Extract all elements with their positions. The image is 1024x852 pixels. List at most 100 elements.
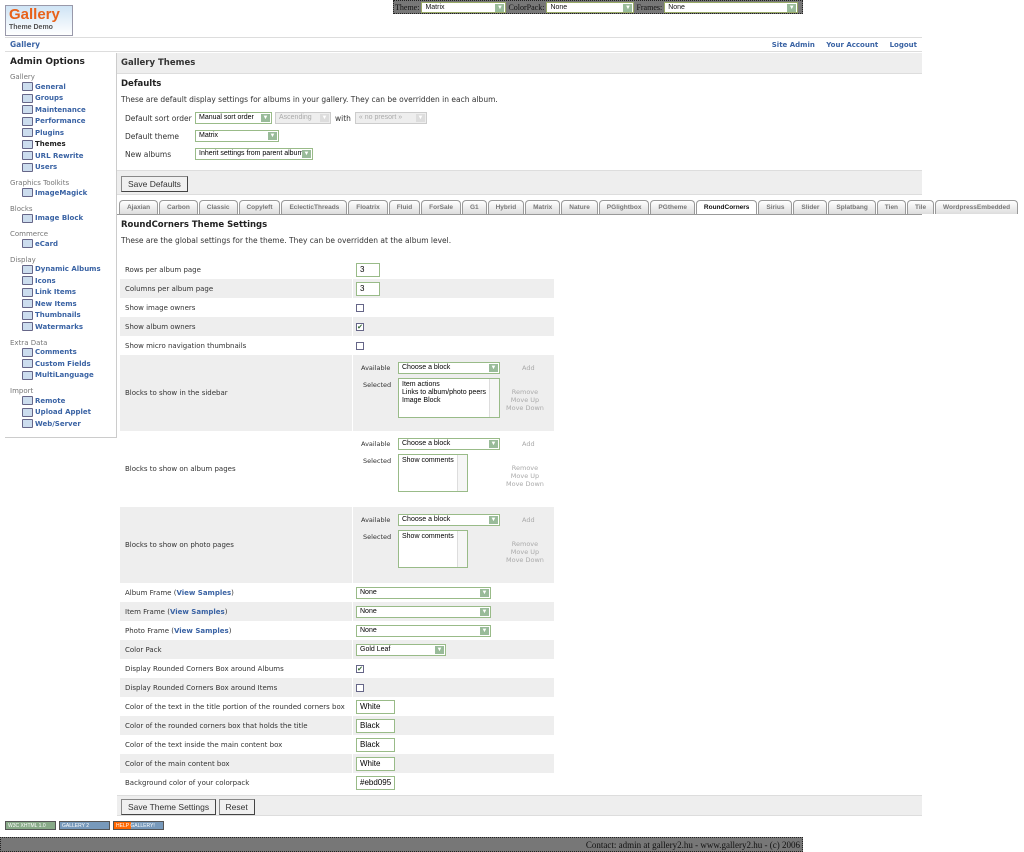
move-down-button[interactable]: Move Down bbox=[506, 404, 544, 412]
sidebar-item-remote[interactable]: Remote bbox=[10, 395, 111, 407]
default-theme-select[interactable]: Matrix ▼ bbox=[195, 130, 279, 142]
tab-hybrid[interactable]: Hybrid bbox=[487, 200, 525, 214]
scrollbar[interactable] bbox=[457, 455, 467, 491]
sidebar-item-plugins[interactable]: Plugins bbox=[10, 127, 111, 139]
sidebar-item-groups[interactable]: Groups bbox=[10, 93, 111, 105]
sidebar-item-icons[interactable]: Icons bbox=[10, 275, 111, 287]
setting-text-input[interactable]: White bbox=[356, 756, 395, 771]
move-up-button[interactable]: Move Up bbox=[510, 396, 540, 404]
tab-tien[interactable]: Tien bbox=[876, 200, 907, 214]
sidebar-item-users[interactable]: Users bbox=[10, 162, 111, 174]
frames-select[interactable]: None ▼ bbox=[664, 1, 799, 13]
sidebar-item-url-rewrite[interactable]: URL Rewrite bbox=[10, 150, 111, 162]
setting-select[interactable]: None ▼ bbox=[356, 624, 491, 637]
sidebar-item-image-block[interactable]: Image Block bbox=[10, 213, 111, 225]
new-albums-select[interactable]: Inherit settings from parent album ▼ bbox=[195, 148, 313, 160]
setting-select[interactable]: Gold Leaf ▼ bbox=[356, 643, 446, 656]
move-down-button[interactable]: Move Down bbox=[506, 556, 544, 564]
theme-select[interactable]: Matrix ▼ bbox=[421, 1, 507, 13]
tab-roundcorners[interactable]: RoundCorners bbox=[695, 200, 758, 214]
your-account-link[interactable]: Your Account bbox=[826, 41, 879, 49]
logout-link[interactable]: Logout bbox=[889, 41, 917, 49]
add-button[interactable]: Add bbox=[522, 364, 535, 372]
list-item[interactable]: Links to album/photo peers bbox=[402, 389, 487, 396]
selected-blocks-list[interactable]: Show comments bbox=[398, 454, 468, 492]
setting-text-input[interactable]: #ebd095 bbox=[356, 775, 395, 790]
tab-forsale[interactable]: ForSale bbox=[421, 200, 461, 214]
setting-text-input[interactable]: 3 bbox=[356, 281, 380, 296]
xhtml-badge[interactable]: W3C XHTML 1.0 bbox=[5, 821, 56, 830]
available-block-select[interactable]: Choose a block ▼ bbox=[398, 514, 500, 526]
view-samples-link[interactable]: View Samples bbox=[169, 607, 225, 616]
setting-text-input[interactable]: White bbox=[356, 699, 395, 714]
add-button[interactable]: Add bbox=[522, 516, 535, 524]
sort-order-select[interactable]: Manual sort order ▼ bbox=[195, 112, 272, 124]
sidebar-item-multilanguage[interactable]: MultiLanguage bbox=[10, 370, 111, 382]
setting-checkbox[interactable]: ✔ bbox=[356, 322, 364, 331]
selected-blocks-list[interactable]: Show comments bbox=[398, 530, 468, 568]
sidebar-item-imagemagick[interactable]: ImageMagick bbox=[10, 187, 111, 199]
scrollbar[interactable] bbox=[457, 531, 467, 567]
tab-matrix[interactable]: Matrix bbox=[525, 200, 561, 214]
setting-text-input[interactable]: Black bbox=[356, 718, 395, 733]
tab-copyleft[interactable]: Copyleft bbox=[238, 200, 281, 214]
tab-pglightbox[interactable]: PGlightbox bbox=[598, 200, 650, 214]
list-item[interactable]: Show comments bbox=[402, 533, 454, 540]
help-gallery-badge[interactable]: HELP GALLERY! bbox=[113, 821, 164, 830]
add-button[interactable]: Add bbox=[522, 440, 535, 448]
sidebar-item-themes[interactable]: Themes bbox=[10, 139, 111, 151]
tab-eclecticthreads[interactable]: EclecticThreads bbox=[281, 200, 348, 214]
view-samples-link[interactable]: View Samples bbox=[176, 588, 232, 597]
setting-checkbox[interactable] bbox=[356, 341, 364, 350]
available-block-select[interactable]: Choose a block ▼ bbox=[398, 362, 500, 374]
tab-wordpressembedded[interactable]: WordpressEmbedded bbox=[935, 200, 1019, 214]
presort-select[interactable]: « no presort » ▼ bbox=[354, 112, 427, 124]
tab-carbon[interactable]: Carbon bbox=[159, 200, 198, 214]
list-item[interactable]: Show comments bbox=[402, 457, 454, 464]
list-item[interactable]: Item actions bbox=[402, 381, 440, 388]
gallery-logo[interactable]: Gallery Theme Demo bbox=[5, 5, 73, 36]
sidebar-item-general[interactable]: General bbox=[10, 81, 111, 93]
setting-text-input[interactable]: 3 bbox=[356, 262, 380, 277]
sidebar-item-watermarks[interactable]: Watermarks bbox=[10, 321, 111, 333]
sidebar-item-custom-fields[interactable]: Custom Fields bbox=[10, 358, 111, 370]
setting-text-input[interactable]: Black bbox=[356, 737, 395, 752]
selected-blocks-list[interactable]: Item actions Links to album/photo peers Im… bbox=[398, 378, 500, 418]
sidebar-item-comments[interactable]: Comments bbox=[10, 347, 111, 359]
sidebar-item-performance[interactable]: Performance bbox=[10, 116, 111, 128]
list-item[interactable]: Image Block bbox=[402, 397, 441, 404]
tab-tile[interactable]: Tile bbox=[907, 200, 935, 214]
sidebar-item-web-server[interactable]: Web/Server bbox=[10, 418, 111, 430]
save-theme-settings-button[interactable]: Save Theme Settings bbox=[121, 799, 217, 815]
tab-classic[interactable]: Classic bbox=[198, 200, 238, 214]
tab-splatbang[interactable]: Splatbang bbox=[828, 200, 876, 214]
move-up-button[interactable]: Move Up bbox=[510, 548, 540, 556]
tab-slider[interactable]: Slider bbox=[793, 200, 828, 214]
scrollbar[interactable] bbox=[489, 379, 499, 417]
sidebar-item-upload-applet[interactable]: Upload Applet bbox=[10, 407, 111, 419]
sidebar-item-ecard[interactable]: eCard bbox=[10, 238, 111, 250]
tab-fluid[interactable]: Fluid bbox=[388, 200, 421, 214]
sort-direction-select[interactable]: Ascending ▼ bbox=[275, 112, 331, 124]
site-admin-link[interactable]: Site Admin bbox=[771, 41, 815, 49]
remove-button[interactable]: Remove bbox=[511, 464, 539, 472]
tab-pgtheme[interactable]: PGtheme bbox=[650, 200, 695, 214]
sidebar-item-new-items[interactable]: New Items bbox=[10, 298, 111, 310]
sidebar-item-maintenance[interactable]: Maintenance bbox=[10, 104, 111, 116]
move-down-button[interactable]: Move Down bbox=[506, 480, 544, 488]
tab-g1[interactable]: G1 bbox=[462, 200, 487, 214]
setting-checkbox[interactable]: ✔ bbox=[356, 664, 364, 673]
tab-ajaxian[interactable]: Ajaxian bbox=[119, 200, 159, 214]
tab-sirius[interactable]: Sirius bbox=[758, 200, 793, 214]
setting-select[interactable]: None ▼ bbox=[356, 605, 491, 618]
breadcrumb-gallery[interactable]: Gallery bbox=[10, 40, 41, 49]
tab-floatrix[interactable]: Floatrix bbox=[348, 200, 388, 214]
view-samples-link[interactable]: View Samples bbox=[173, 626, 229, 635]
setting-checkbox[interactable] bbox=[356, 303, 364, 312]
remove-button[interactable]: Remove bbox=[511, 388, 539, 396]
remove-button[interactable]: Remove bbox=[511, 540, 539, 548]
reset-button[interactable]: Reset bbox=[218, 799, 255, 815]
save-defaults-button[interactable]: Save Defaults bbox=[121, 176, 188, 192]
setting-checkbox[interactable] bbox=[356, 683, 364, 692]
colorpack-select[interactable]: None ▼ bbox=[546, 1, 635, 13]
